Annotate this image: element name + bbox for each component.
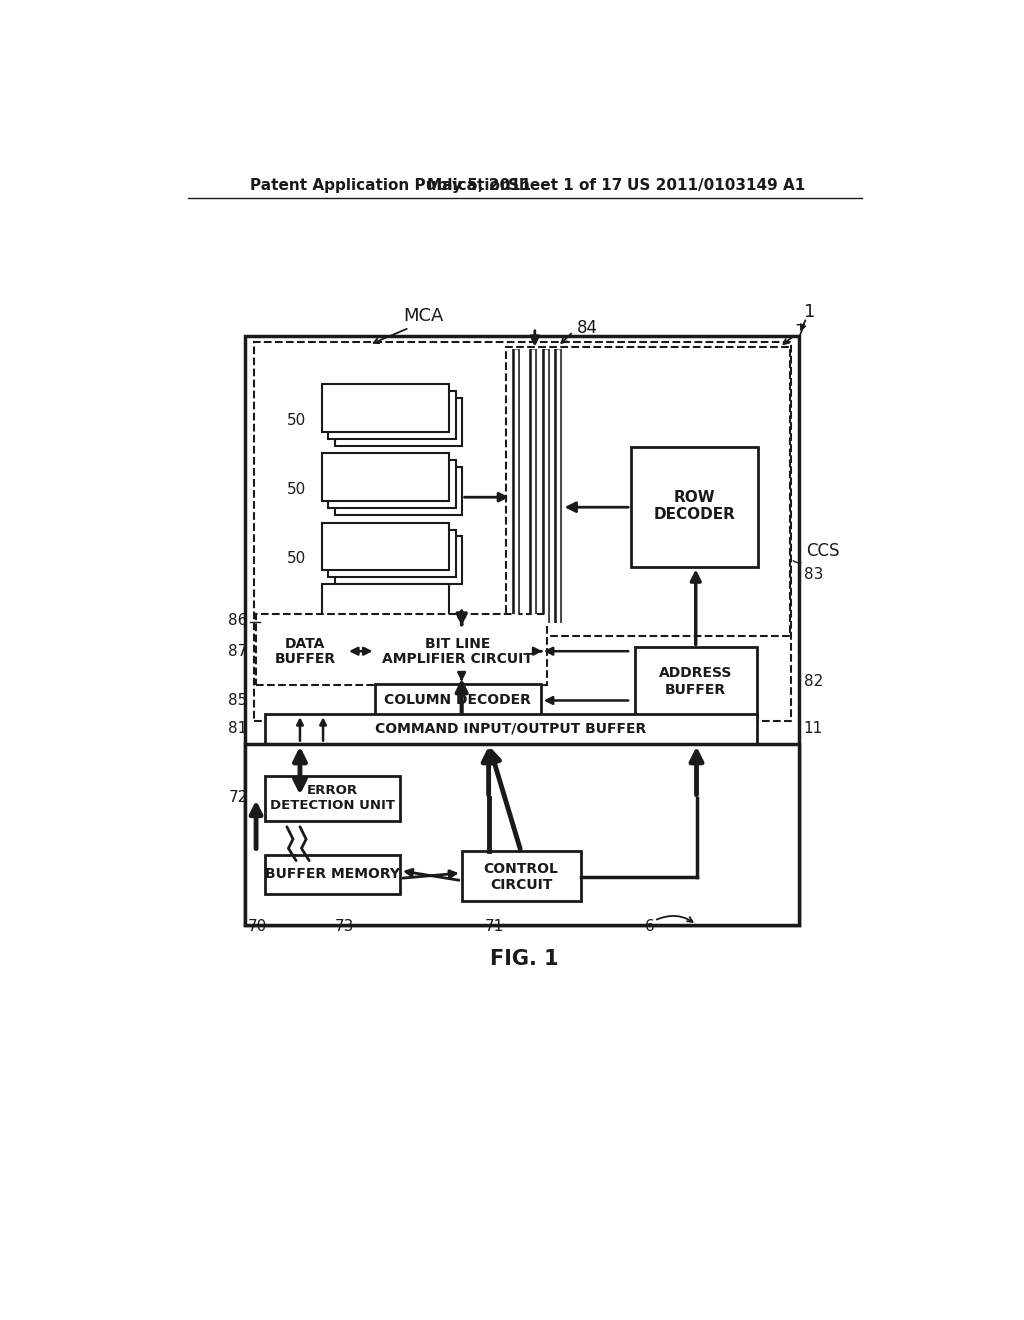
Text: ERROR: ERROR (307, 784, 357, 797)
Text: 83: 83 (804, 566, 823, 582)
Text: 71: 71 (484, 919, 504, 935)
Bar (631, 447, 758, 566)
Text: 86: 86 (228, 612, 248, 628)
Text: 50: 50 (287, 552, 306, 566)
Bar (265, 855, 400, 894)
Text: COMMAND INPUT/OUTPUT BUFFER: COMMAND INPUT/OUTPUT BUFFER (376, 722, 646, 737)
Text: BUFFER MEMORY: BUFFER MEMORY (265, 867, 399, 882)
Bar (635, 647, 757, 717)
Bar (336, 467, 463, 515)
Text: 82: 82 (804, 675, 823, 689)
Text: CCS: CCS (806, 543, 840, 560)
Text: 87: 87 (228, 644, 248, 659)
Text: DECODER: DECODER (653, 507, 735, 523)
Text: BIT LINE: BIT LINE (425, 636, 490, 651)
Text: BUFFER: BUFFER (274, 652, 336, 665)
Text: 11: 11 (804, 722, 823, 737)
Text: Patent Application Publication: Patent Application Publication (250, 178, 511, 193)
Bar (245, 743, 799, 924)
Bar (265, 714, 757, 743)
Text: 6: 6 (645, 919, 654, 935)
Text: FIG. 1: FIG. 1 (490, 949, 559, 969)
Text: AMPLIFIER CIRCUIT: AMPLIFIER CIRCUIT (382, 652, 534, 665)
Text: 85: 85 (228, 693, 248, 708)
Text: CONTROL: CONTROL (483, 862, 558, 876)
Text: DATA: DATA (285, 636, 326, 651)
Bar (265, 776, 400, 821)
Bar (336, 536, 463, 585)
Text: COLUMN DECODER: COLUMN DECODER (384, 693, 531, 708)
Bar (329, 461, 456, 508)
Text: 50: 50 (287, 482, 306, 498)
Bar (322, 453, 449, 502)
Bar (462, 851, 581, 902)
Text: ROW: ROW (674, 491, 715, 506)
Text: DETECTION UNIT: DETECTION UNIT (269, 800, 395, 813)
Text: Sheet 1 of 17: Sheet 1 of 17 (508, 178, 623, 193)
Bar (322, 523, 449, 570)
Text: 72: 72 (228, 789, 248, 805)
Bar (265, 626, 346, 676)
Bar (245, 335, 799, 924)
Bar (254, 342, 792, 721)
Text: May 5, 2011: May 5, 2011 (427, 178, 531, 193)
Bar (376, 684, 541, 717)
Text: MCA: MCA (403, 308, 443, 325)
Bar (329, 391, 456, 438)
Bar (329, 529, 456, 577)
Text: 81: 81 (228, 722, 248, 737)
Text: BUFFER: BUFFER (666, 682, 726, 697)
Bar (256, 614, 547, 685)
Text: CIRCUIT: CIRCUIT (489, 878, 552, 891)
Bar (506, 347, 790, 636)
Text: 7: 7 (795, 322, 806, 341)
Text: 84: 84 (578, 319, 598, 337)
Bar (376, 626, 541, 676)
Text: 70: 70 (248, 919, 267, 935)
Text: US 2011/0103149 A1: US 2011/0103149 A1 (628, 178, 806, 193)
Bar (322, 384, 449, 432)
Text: 73: 73 (335, 919, 354, 935)
Bar (336, 397, 463, 446)
Bar (322, 585, 449, 624)
Text: 50: 50 (287, 413, 306, 428)
Text: ADDRESS: ADDRESS (659, 665, 732, 680)
Text: 1: 1 (804, 304, 816, 321)
